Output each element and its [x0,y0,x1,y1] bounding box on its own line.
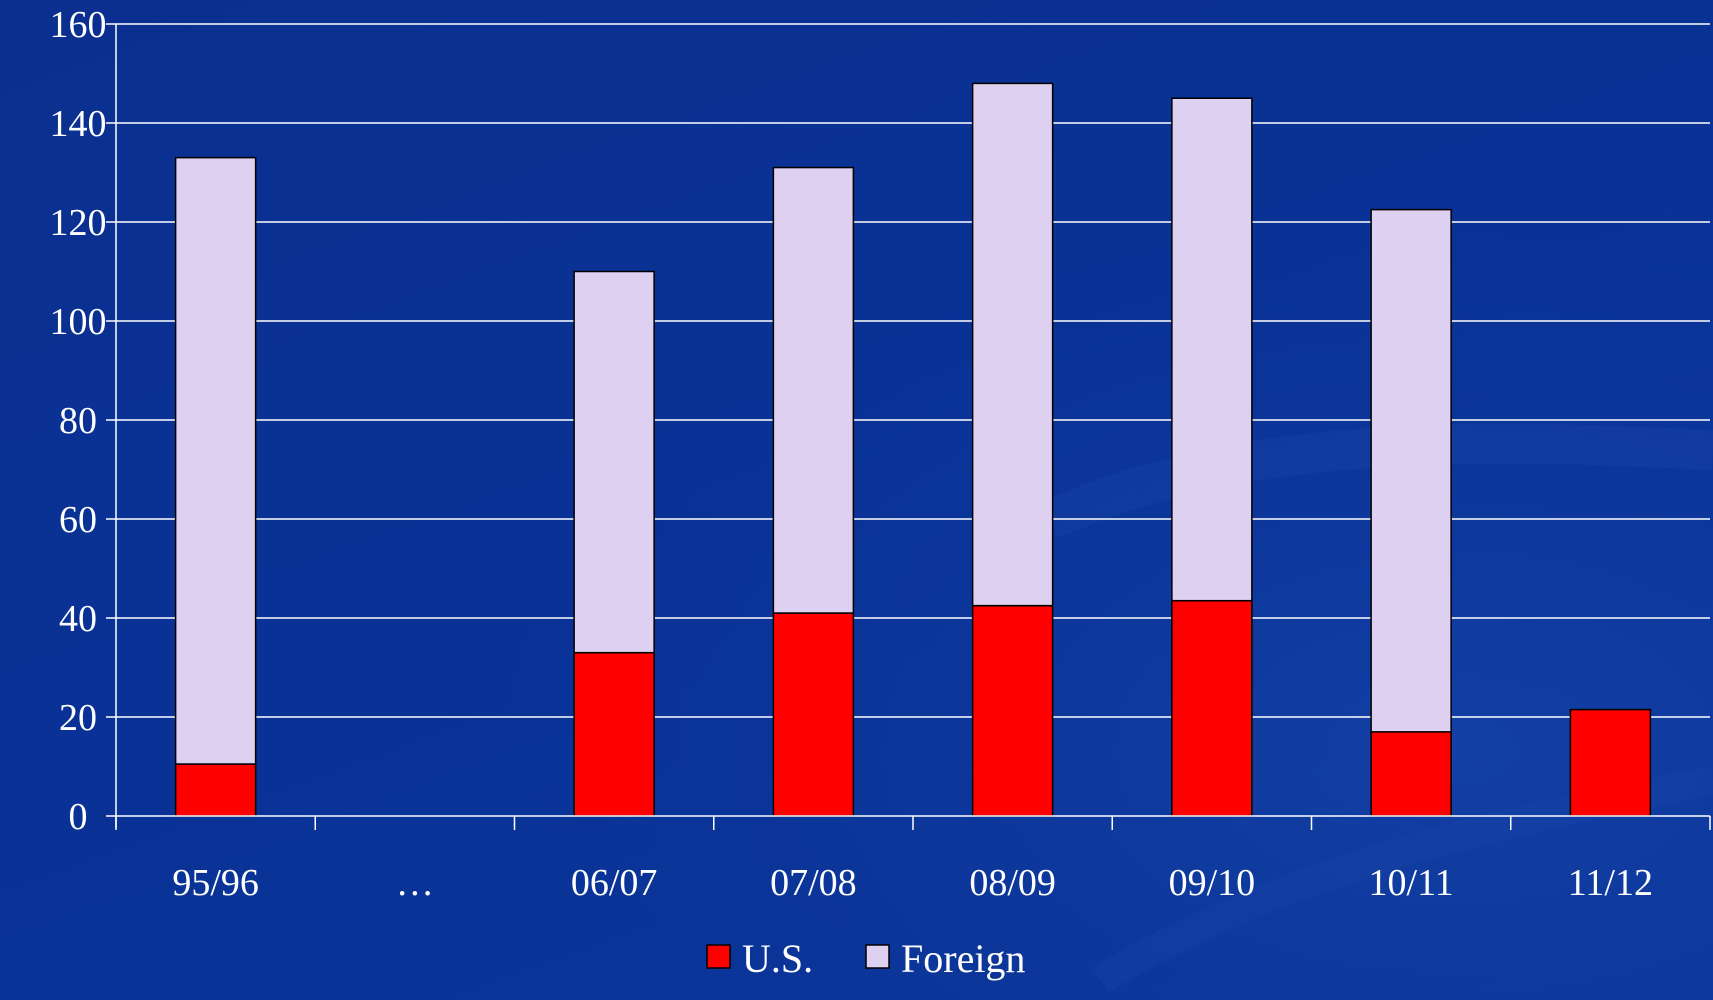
bar-segment-foreign [573,270,655,654]
bar-segment-foreign [971,82,1054,607]
x-tick-label: 08/09 [969,862,1056,904]
x-tick-label: 95/96 [172,862,259,904]
bar-segment-foreign [174,156,257,765]
y-tick-label: 40 [59,598,97,640]
legend: U.S. Foreign [706,936,1025,981]
plot-area: 0 20 40 60 80 100 120 140 160 95/96 … 06/07 07/08 08… [50,4,1711,904]
bars [174,82,1652,817]
axes [106,23,1711,830]
bar-segment-u-s [971,604,1054,817]
x-tick-labels: 95/96 … 06/07 07/08 08/09 09/10 10/11 11/12 [172,862,1653,904]
bar-segment-u-s [1171,599,1253,817]
bar-segment-u-s [174,763,257,817]
legend-swatch [865,944,890,969]
bar-segment-u-s [772,612,855,817]
legend-swatch [706,944,731,969]
x-tick-label: 10/11 [1369,862,1454,904]
bar-segment-foreign [1370,208,1452,733]
bar-segment-u-s [573,651,655,817]
gridlines [116,23,1710,718]
y-tick-label: 160 [50,4,107,46]
legend-label: Foreign [901,936,1025,981]
y-tick-label: 120 [50,202,107,244]
y-tick-label: 20 [59,697,97,739]
y-tick-label: 100 [50,301,107,343]
y-tick-label: 80 [59,400,97,442]
x-tick-label: 06/07 [571,862,658,904]
bar-segment-foreign [1171,97,1253,602]
y-tick-labels: 0 20 40 60 80 100 120 140 160 [50,4,107,838]
x-tick-label: 11/12 [1568,862,1653,904]
bar-segment-u-s [1370,731,1452,817]
y-tick-label: 60 [59,499,97,541]
bar-segment-u-s [1569,708,1652,817]
legend-label: U.S. [742,936,813,981]
y-tick-label: 0 [69,796,88,838]
bar-segment-foreign [772,166,855,614]
y-tick-label: 140 [50,103,107,145]
x-tick-label: 09/10 [1169,862,1256,904]
x-tick-label: 07/08 [770,862,857,904]
x-tick-label: … [396,862,434,904]
